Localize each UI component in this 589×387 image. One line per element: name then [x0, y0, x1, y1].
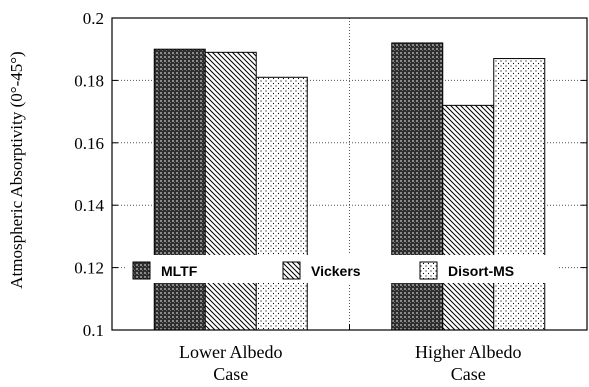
bar-vickers: [442, 104, 495, 331]
legend-label-disort-ms: Disort-MS: [448, 263, 514, 279]
legend-swatch-vickers: [282, 261, 301, 280]
y-tick-label: 0.16: [74, 134, 104, 153]
bar-mltf: [391, 42, 444, 331]
plot-frame: [111, 17, 588, 331]
y-tick-label: 0.2: [83, 9, 104, 28]
y-tick-label: 0.1: [83, 321, 104, 340]
legend-label-mltf: MLTF: [161, 263, 198, 279]
bar-disort-ms: [255, 76, 308, 331]
legend-swatch-disort-ms: [419, 261, 438, 280]
y-tick-label: 0.14: [74, 196, 104, 215]
x-category-label: Lower Albedo: [179, 342, 282, 362]
x-category-label: Case: [451, 364, 486, 384]
x-category-label: Higher Albedo: [415, 342, 521, 362]
bar-mltf: [153, 48, 206, 331]
y-axis-ticks: 0.1 0.12 0.14 0.16 0.18 0.2: [74, 9, 587, 340]
legend-box: [127, 255, 559, 283]
y-tick-label: 0.18: [74, 71, 104, 90]
x-category-label: Case: [213, 364, 248, 384]
y-tick-label: 0.12: [74, 259, 104, 278]
legend-label-vickers: Vickers: [311, 263, 361, 279]
bar-vickers: [204, 51, 257, 331]
legend: MLTF Vickers Disort-MS: [127, 255, 559, 283]
y-axis-title: Atmospheric Absorptivity (0°-45°): [7, 51, 26, 288]
legend-swatch-mltf: [132, 261, 151, 280]
bar-disort-ms: [493, 58, 546, 331]
bars: [153, 42, 546, 331]
